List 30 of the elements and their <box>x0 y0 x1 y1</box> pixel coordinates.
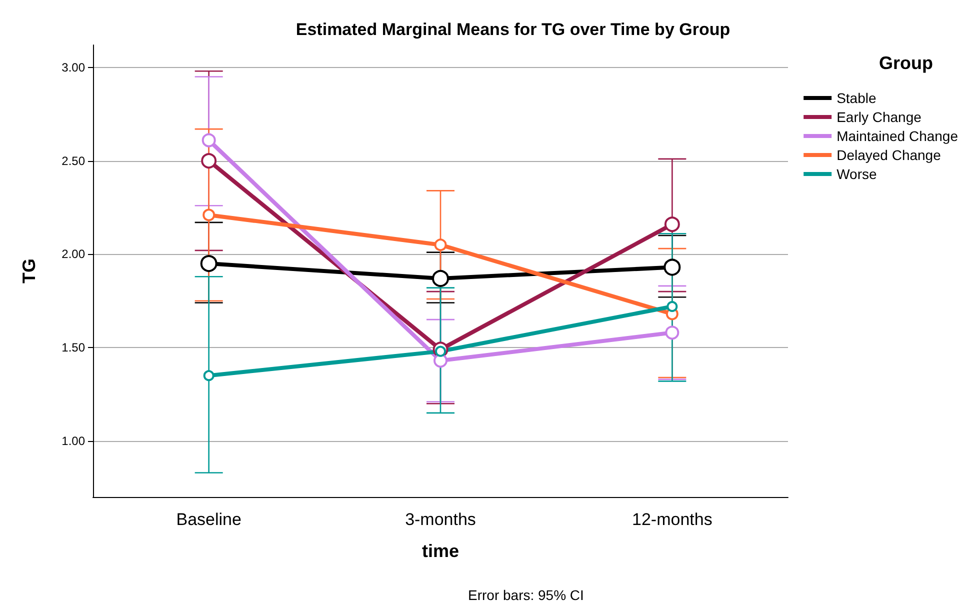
point <box>203 370 214 382</box>
legend-label: Maintained Change <box>836 128 958 144</box>
legend-label: Delayed Change <box>836 147 942 163</box>
y-tick-label: 2.50 <box>62 154 86 168</box>
point <box>202 208 216 222</box>
y-tick-label: 2.00 <box>62 247 86 262</box>
legend-title: Group <box>879 53 934 73</box>
point <box>434 238 447 252</box>
point <box>434 354 448 368</box>
point <box>200 255 218 272</box>
point <box>665 326 680 340</box>
x-tick-label: 3-months <box>405 510 476 529</box>
y-axis-title: TG <box>19 258 39 284</box>
y-tick-label: 3.00 <box>62 60 86 74</box>
point <box>432 270 449 287</box>
point <box>666 300 678 312</box>
x-tick-label: Baseline <box>176 510 242 529</box>
point <box>202 133 216 148</box>
point <box>664 258 681 276</box>
point <box>664 216 680 232</box>
y-tick-label: 1.00 <box>62 434 86 448</box>
chart-title: Estimated Marginal Means for TG over Time by Group <box>296 20 730 39</box>
point <box>201 153 217 169</box>
x-tick-label: 12-months <box>632 510 712 529</box>
text: Error bars: 95% CI <box>468 587 584 603</box>
legend-label: Early Change <box>836 109 922 125</box>
y-tick-label: 1.50 <box>62 340 86 355</box>
x-axis-title: time <box>422 541 460 561</box>
legend-label: Stable <box>836 90 876 106</box>
legend-label: Worse <box>836 166 877 182</box>
